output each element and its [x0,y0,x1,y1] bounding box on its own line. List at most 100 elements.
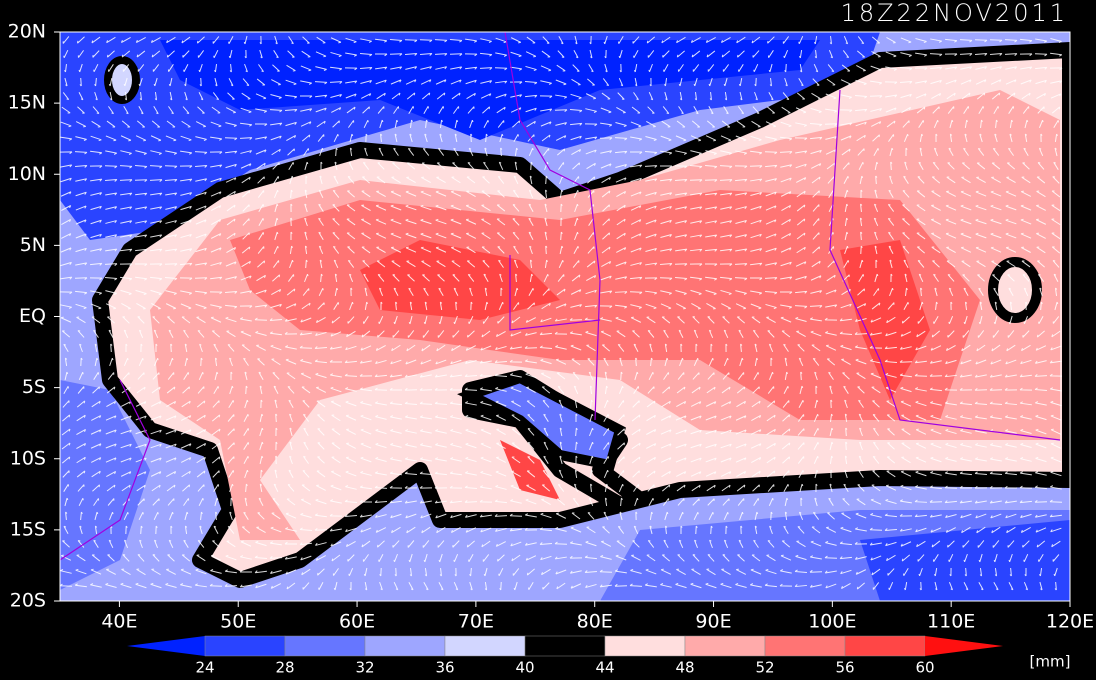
wind-arrow [375,218,387,225]
wind-arrow [361,232,371,240]
coastline [60,32,1061,561]
wind-arrow [183,329,189,338]
field-highest [360,240,930,500]
wind-arrow [947,274,955,282]
wind-arrow [150,135,162,142]
wind-arrow [632,400,640,408]
wind-arrow [285,121,297,127]
wind-arrow [272,260,280,268]
wind-arrow [720,36,731,44]
wind-arrow [572,260,580,268]
wind-arrow [645,135,657,142]
wind-arrow [166,120,176,128]
wind-arrow [694,539,698,549]
wind-arrow [361,204,371,212]
wind-arrow [825,136,838,140]
wind-arrow [467,330,475,338]
wind-arrow [690,289,702,296]
wind-arrow [315,94,328,98]
wind-arrow [795,107,807,114]
wind-arrow [572,64,580,72]
wind-arrow [633,50,639,58]
wind-arrow [545,245,548,255]
wind-arrow [545,175,548,185]
wind-arrow [437,274,445,282]
wind-arrow [570,526,582,533]
wind-arrow [76,414,86,422]
wind-arrow [226,330,236,338]
colorbar-unit: [mm] [1030,653,1071,671]
wind-arrow [317,456,325,464]
wind-arrow [840,135,852,141]
wind-arrow [556,288,566,296]
wind-arrow [285,527,297,532]
wind-arrow [959,401,972,406]
wind-arrow [963,287,969,296]
wind-arrow [978,287,984,296]
wind-arrow [751,415,762,421]
wind-arrow [843,483,849,492]
wind-arrow [784,497,789,507]
wind-arrow [228,49,233,59]
wind-arrow [586,162,596,170]
wind-arrow [302,470,310,478]
wind-arrow [484,301,489,311]
wind-arrow [735,429,747,435]
wind-arrow [677,64,684,72]
wind-arrow [60,136,73,141]
wind-arrow [720,276,733,281]
wind-arrow [498,161,504,171]
wind-arrow [90,443,102,449]
wind-arrow [843,260,849,268]
wind-arrow [860,189,863,199]
wind-arrow [390,79,402,85]
wind-arrow [526,36,536,44]
wind-arrow [304,189,308,199]
wind-arrow [91,457,102,463]
wind-arrow [855,318,867,322]
wind-arrow [197,106,205,114]
wind-arrow [902,190,910,198]
wind-arrow [540,358,552,365]
wind-arrow [1021,344,1031,352]
wind-arrow [660,303,672,310]
wind-arrow [555,345,567,350]
wind-arrow [706,50,716,58]
wind-arrow [674,165,688,169]
wind-arrow [333,259,339,269]
wind-arrow [902,246,910,254]
wind-arrow [1051,232,1061,240]
wind-arrow [691,303,701,310]
wind-arrow [377,330,385,338]
wind-arrow [1054,147,1058,157]
wind-arrow [453,581,459,591]
wind-arrow [720,234,733,238]
wind-arrow [887,302,895,310]
wind-arrow [360,456,372,463]
wind-arrow [1037,273,1045,282]
wind-arrow [513,245,519,254]
wind-arrow [64,371,69,381]
wind-arrow [450,232,462,239]
wind-arrow [734,277,748,281]
wind-arrow [646,470,656,478]
wind-arrow [721,120,731,128]
wind-arrow [121,568,131,576]
wind-arrow [857,148,865,156]
wind-arrow [617,525,625,534]
wind-arrow [152,554,160,562]
wind-arrow [393,287,399,297]
wind-arrow [509,528,522,532]
wind-arrow [301,386,311,394]
wind-arrow [884,346,897,350]
wind-arrow [645,219,657,225]
wind-arrow [1021,92,1031,100]
wind-arrow [452,540,460,548]
wind-arrow [1037,260,1045,268]
wind-arrow [723,539,729,549]
wind-arrow [405,66,418,70]
wind-arrow [784,63,787,73]
wind-arrow [420,232,432,239]
wind-arrow [153,539,159,549]
wind-arrow [302,288,310,296]
